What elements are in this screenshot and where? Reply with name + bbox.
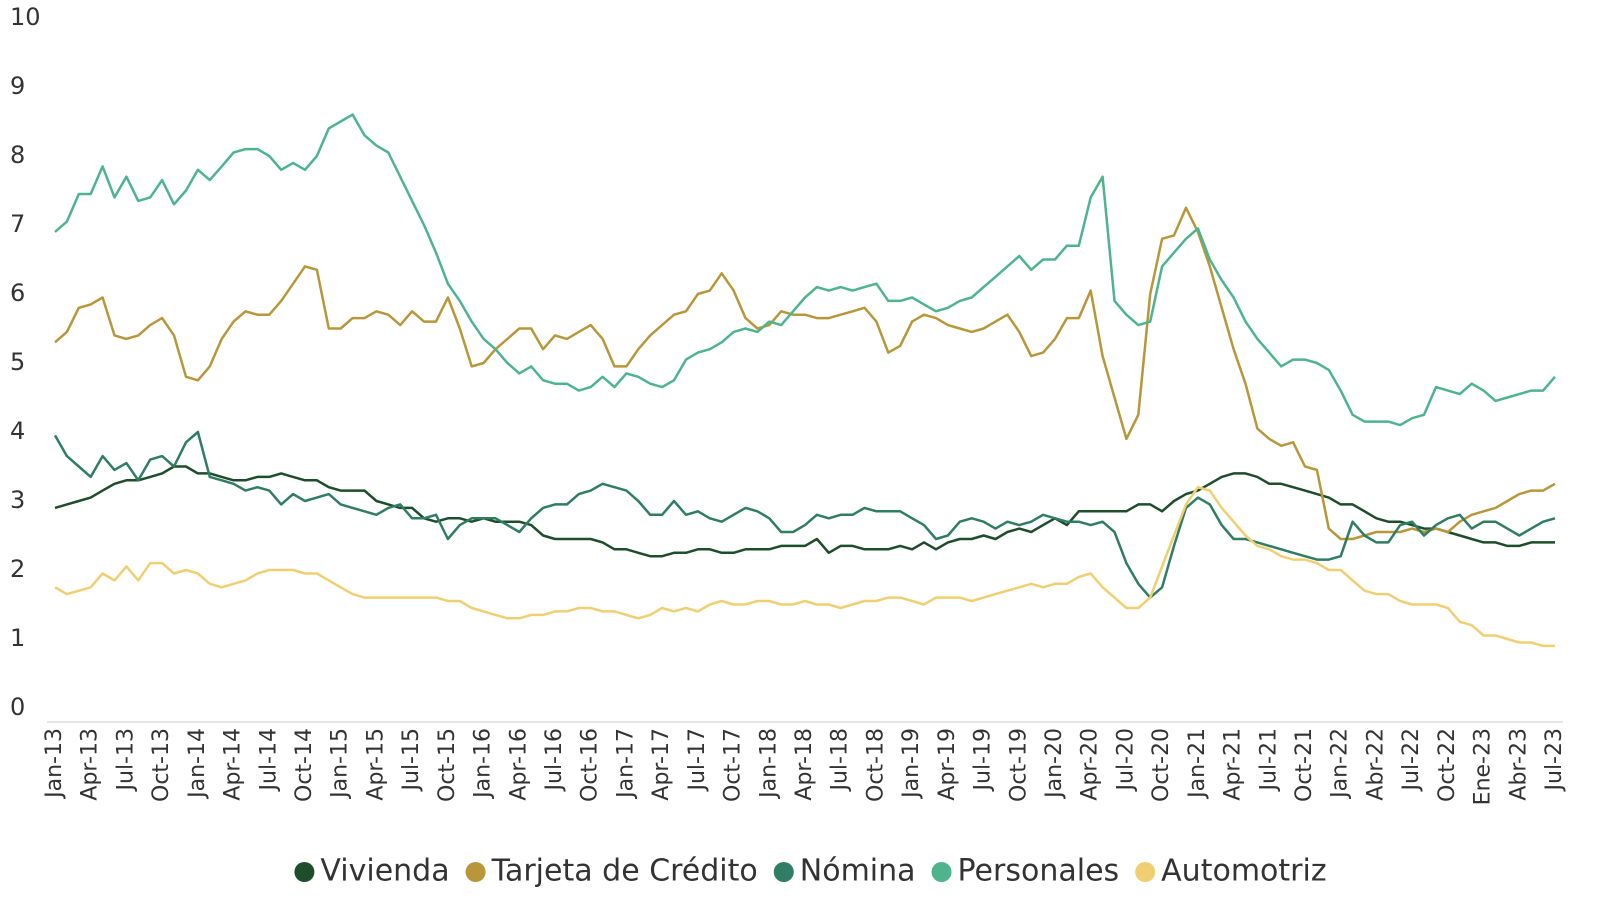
x-tick-label: Jan-16	[471, 728, 496, 800]
x-tick-label: Oct-18	[863, 728, 888, 802]
x-tick-label: Oct-13	[149, 728, 174, 802]
x-tick-label: Jan-21	[1185, 728, 1210, 800]
legend-label: Tarjeta de Crédito	[491, 854, 758, 889]
x-tick-label: Apr-18	[792, 728, 817, 801]
legend-label: Nómina	[800, 854, 916, 889]
x-tick-label: Jan-15	[328, 728, 353, 800]
series-line	[54, 465, 1555, 558]
x-tick-label: Jul-18	[828, 728, 853, 792]
legend-marker	[1135, 862, 1156, 882]
series-line	[53, 430, 1556, 599]
x-tick-label: Jan-14	[185, 728, 210, 800]
x-tick-label: Jul-15	[399, 728, 424, 792]
y-tick-label: 9	[10, 72, 25, 100]
x-tick-label: Jan-17	[613, 728, 638, 800]
x-tick-label: Oct-15	[435, 728, 460, 802]
legend: Vivienda Tarjeta de Crédito Nómina Personal…	[294, 854, 1327, 889]
y-tick-label: 1	[10, 624, 25, 652]
legend-label: Vivienda	[320, 854, 449, 889]
x-tick-label: Abr-23	[1506, 728, 1531, 801]
series-line	[54, 206, 1556, 541]
y-tick-label: 0	[10, 693, 25, 721]
x-tick-label: Apr-13	[78, 728, 103, 801]
y-tick-label: 3	[10, 486, 25, 514]
y-tick-label: 6	[10, 279, 25, 307]
x-tick-label: Apr-16	[506, 728, 531, 801]
series-line	[54, 113, 1556, 427]
x-tick-label: Jan-18	[756, 728, 781, 800]
x-tick-label: Oct-22	[1435, 728, 1460, 802]
x-tick-label: Ene-23	[1471, 728, 1496, 805]
series-line	[54, 485, 1555, 648]
x-tick-label: Jul-21	[1256, 728, 1281, 792]
x-tick-label: Oct-14	[292, 728, 317, 802]
x-tick-label: Oct-16	[578, 728, 603, 802]
y-tick-label: 10	[10, 3, 41, 31]
y-tick-label: 7	[10, 210, 25, 238]
x-tick-label: Jan-20	[1042, 728, 1067, 800]
x-tick-label: Jul-20	[1113, 728, 1138, 792]
x-tick-label: Apr-14	[221, 728, 246, 801]
y-tick-label: 5	[10, 348, 25, 376]
x-tick-label: Apr-21	[1221, 728, 1246, 801]
legend-marker	[931, 862, 952, 882]
x-tick-label: Jul-13	[113, 728, 138, 792]
x-tick-label: Apr-17	[649, 728, 674, 801]
y-tick-label: 4	[10, 417, 25, 445]
legend-marker	[465, 862, 486, 882]
x-tick-label: Jul-22	[1399, 728, 1424, 792]
x-tick-label: Jul-23	[1542, 728, 1567, 792]
x-tick-label: Apr-20	[1078, 728, 1103, 801]
x-tick-label: Jul-17	[685, 728, 710, 792]
x-tick-label: Oct-20	[1149, 728, 1174, 802]
x-tick-label: Abr-22	[1363, 728, 1388, 801]
x-tick-label: Apr-15	[363, 728, 388, 801]
x-tick-label: Jan-13	[42, 728, 67, 800]
x-tick-label: Jan-19	[899, 728, 924, 800]
x-tick-label: Oct-21	[1292, 728, 1317, 802]
x-tick-label: Apr-19	[935, 728, 960, 801]
x-tick-label: Oct-19	[1006, 728, 1031, 802]
x-tick-label: Oct-17	[721, 728, 746, 802]
x-tick-label: Jul-16	[542, 728, 567, 792]
y-tick-label: 2	[10, 555, 25, 583]
x-tick-label: Jan-22	[1328, 728, 1353, 800]
legend-marker	[773, 862, 794, 882]
legend-marker	[294, 862, 315, 882]
y-tick-label: 8	[10, 141, 25, 169]
legend-label: Personales	[958, 854, 1120, 889]
legend-label: Automotriz	[1161, 854, 1326, 889]
x-tick-label: Jul-14	[256, 728, 281, 792]
x-tick-label: Jul-19	[971, 728, 996, 792]
